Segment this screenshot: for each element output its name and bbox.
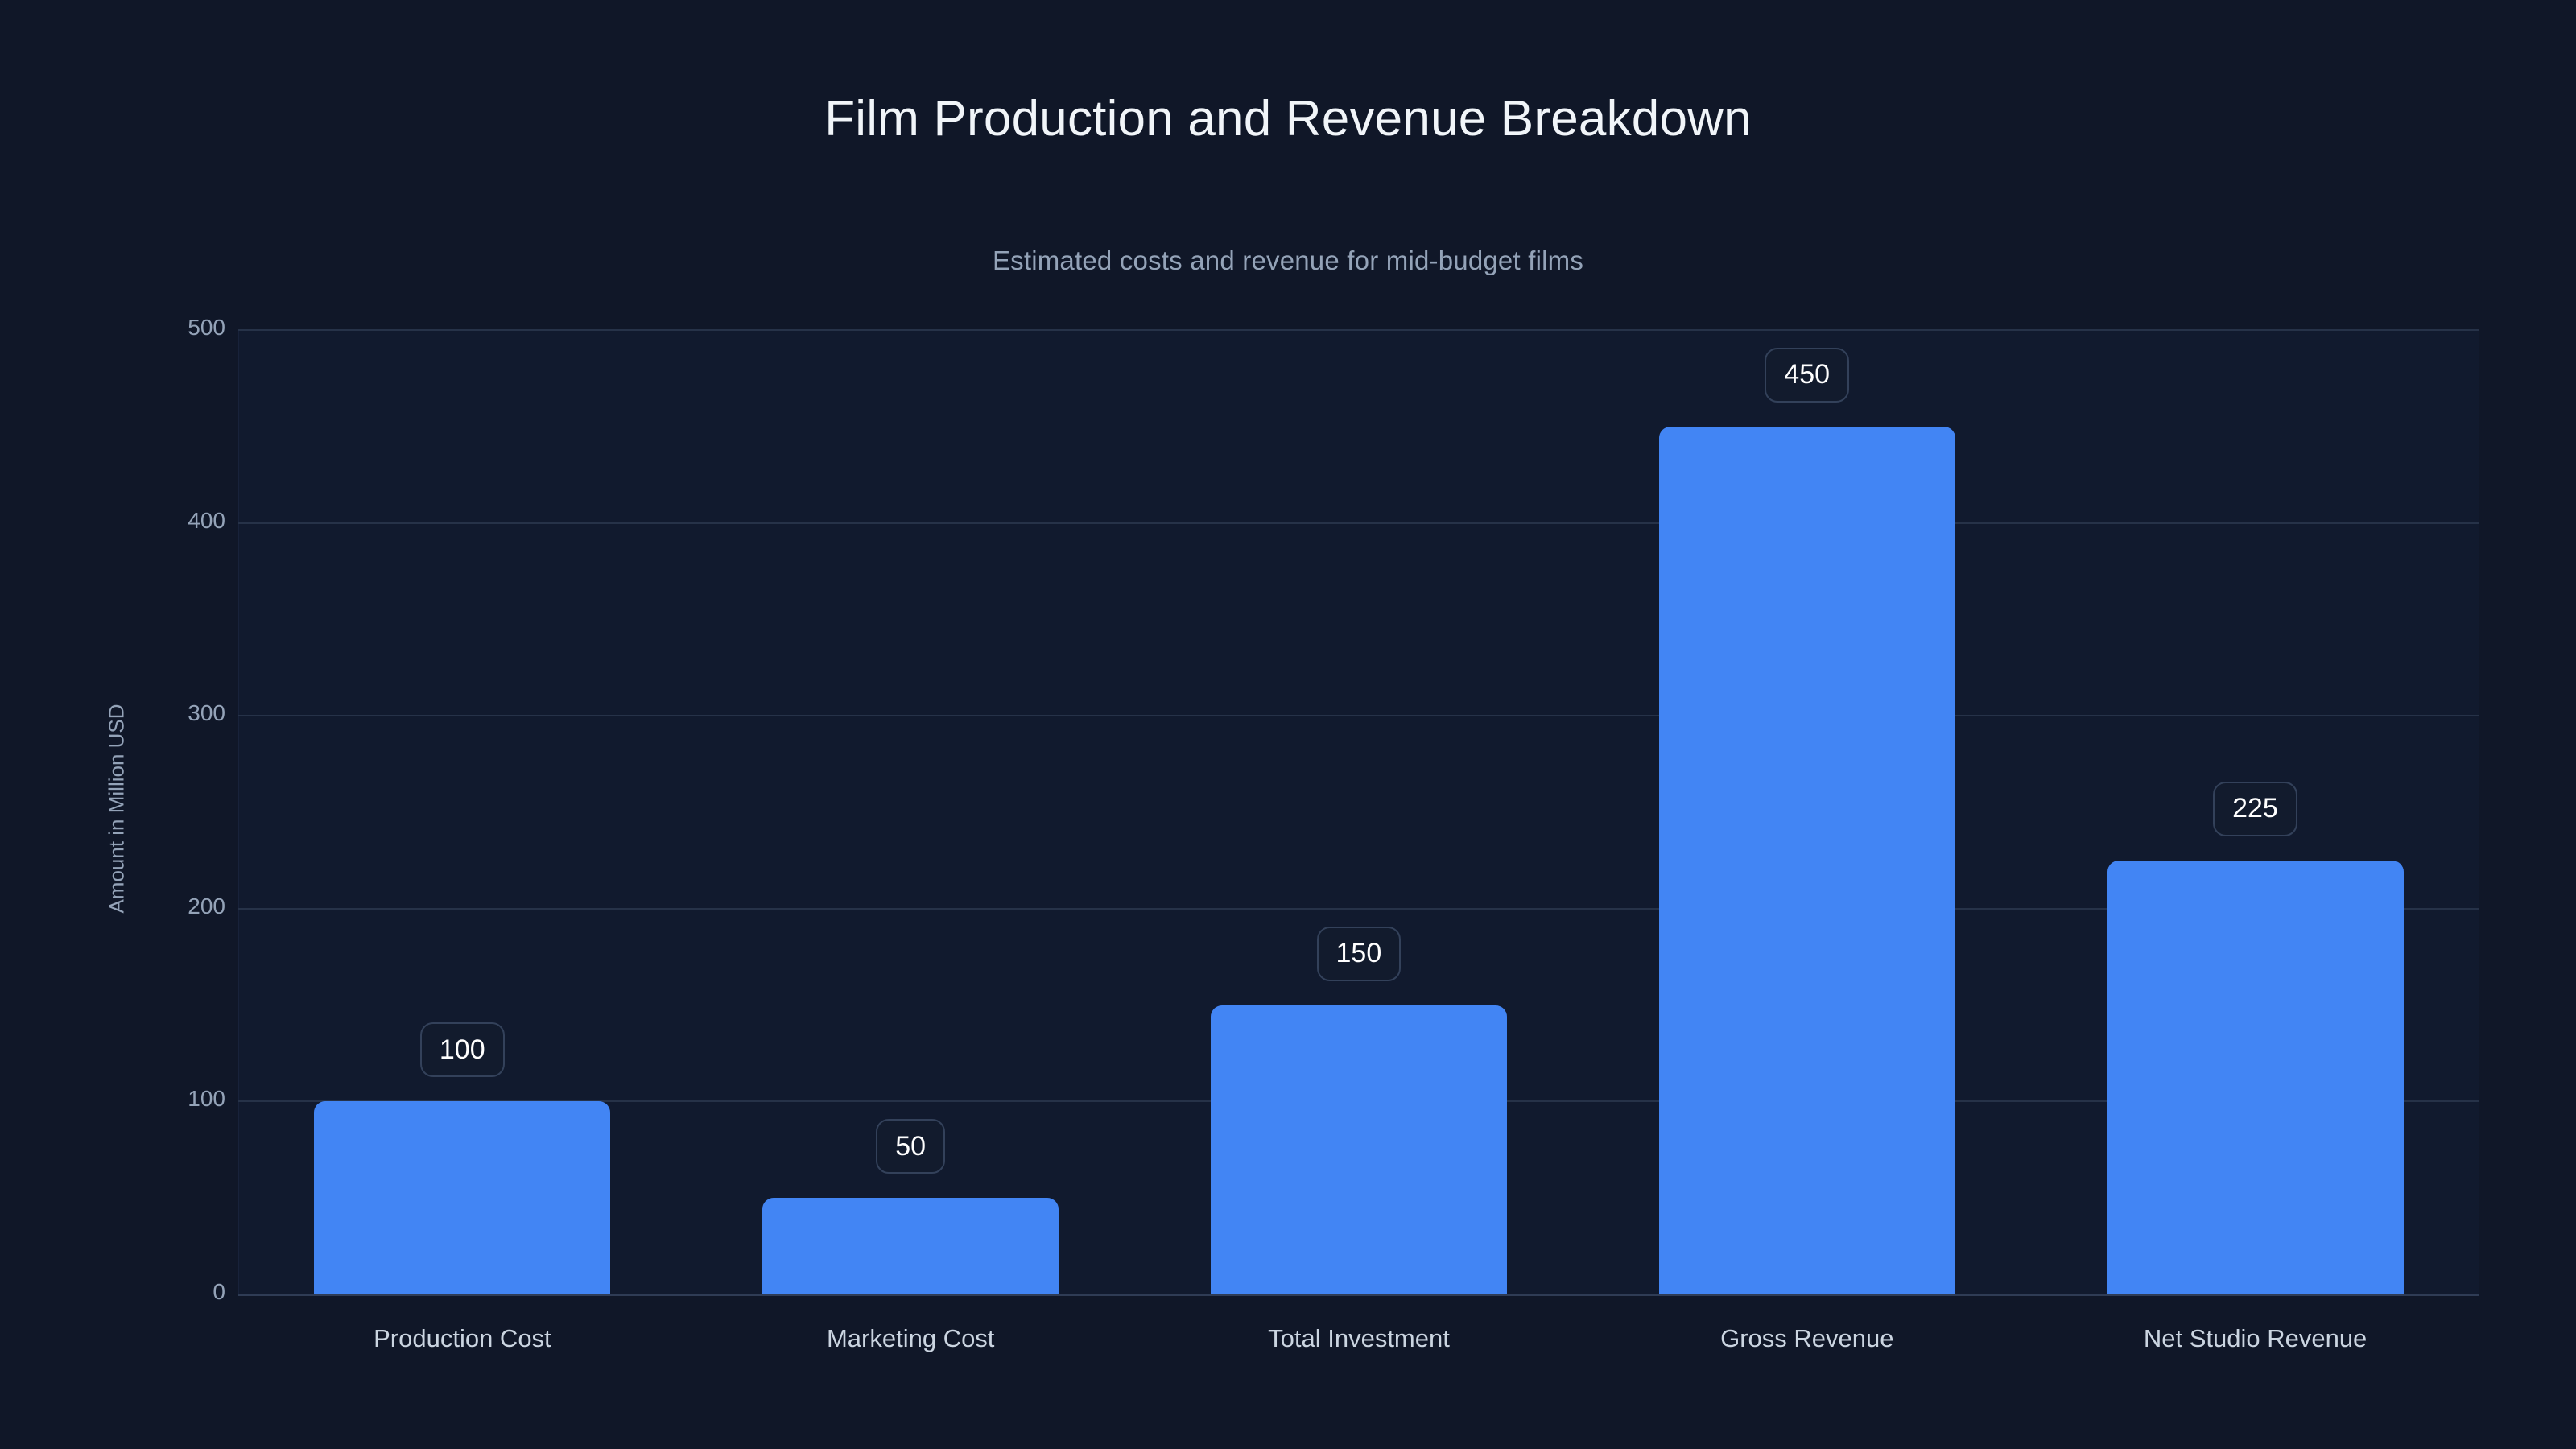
bar-value-label: 50 xyxy=(876,1119,946,1174)
bar[interactable] xyxy=(762,1198,1059,1294)
x-axis-category-label: Production Cost xyxy=(374,1324,551,1352)
y-axis-tick-label: 500 xyxy=(188,315,225,340)
bar[interactable] xyxy=(1658,426,1955,1294)
bar[interactable] xyxy=(314,1101,611,1294)
gridline xyxy=(238,522,2479,524)
y-axis-tick-label: 100 xyxy=(188,1086,225,1112)
bar-value-label: 450 xyxy=(1765,347,1850,402)
chart-subtitle: Estimated costs and revenue for mid-budg… xyxy=(992,246,1584,275)
x-axis-category-label: Total Investment xyxy=(1268,1324,1450,1352)
gridline xyxy=(238,715,2479,717)
gridline xyxy=(238,329,2479,331)
y-axis-title: Amount in Million USD xyxy=(104,704,129,914)
x-axis-category-label: Marketing Cost xyxy=(826,1324,995,1352)
y-axis-tick-label: 0 xyxy=(213,1279,225,1304)
plot-left-border xyxy=(238,330,239,1294)
bar[interactable] xyxy=(1211,1005,1507,1294)
y-axis-tick-label: 400 xyxy=(188,507,225,533)
chart-title: Film Production and Revenue Breakdown xyxy=(824,91,1752,147)
y-axis-tick-label: 200 xyxy=(188,893,225,919)
gridline xyxy=(238,907,2479,910)
bar[interactable] xyxy=(2107,860,2404,1294)
bar-value-label: 150 xyxy=(1316,926,1402,981)
x-axis-line xyxy=(238,1294,2479,1296)
x-axis-category-label: Gross Revenue xyxy=(1720,1324,1894,1352)
bar-value-label: 100 xyxy=(419,1022,505,1078)
x-axis-category-label: Net Studio Revenue xyxy=(2143,1324,2368,1352)
bar-value-label: 225 xyxy=(2213,781,2297,836)
y-axis-tick-label: 300 xyxy=(188,700,225,726)
